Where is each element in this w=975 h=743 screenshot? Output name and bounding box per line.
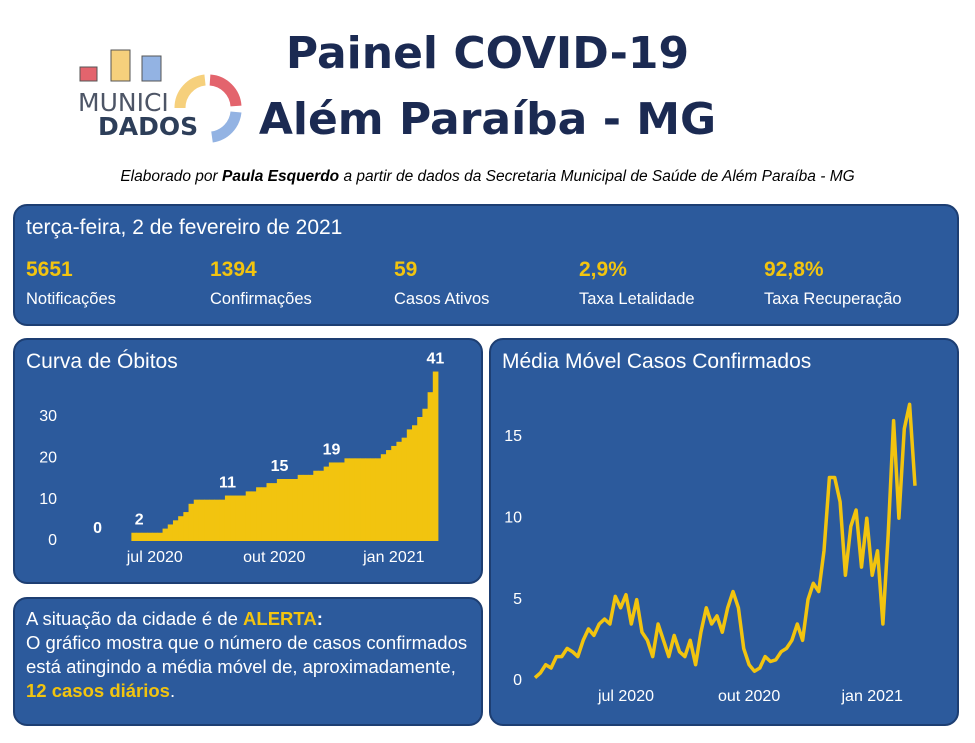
- chart-title: Curva de Óbitos: [26, 350, 178, 373]
- stat: 1394 Confirmações: [210, 258, 312, 309]
- logo: MUNICI DADOS: [78, 49, 242, 143]
- stat-label: Notificações: [26, 290, 116, 308]
- chart-title: Média Móvel Casos Confirmados: [502, 350, 812, 373]
- stat-value: 2,9%: [579, 258, 627, 281]
- stat-label: Taxa Letalidade: [579, 290, 695, 308]
- alert-text: A situação da cidade é de ALERTA: O gráfi…: [26, 607, 471, 703]
- logo-arc: [174, 74, 206, 109]
- title: Além Paraíba - MG: [258, 94, 717, 145]
- logo-square: [110, 49, 131, 82]
- alert-end: .: [169, 680, 176, 701]
- stat: 59 Casos Ativos: [394, 258, 489, 309]
- stat-value: 1394: [210, 258, 257, 281]
- alert-highlight: 12 casos diários: [26, 680, 170, 701]
- credit-author: Paula Esquerdo: [222, 168, 340, 185]
- stat-value: 59: [394, 258, 418, 281]
- alert-prefix: A situação da cidade é de: [26, 608, 244, 629]
- stat-label: Taxa Recuperação: [764, 290, 902, 308]
- stat-value: 5651: [26, 258, 73, 281]
- date: terça-feira, 2 de fevereiro de 2021: [26, 216, 343, 239]
- logo-text: MUNICI: [78, 88, 169, 117]
- stat: 92,8% Taxa Recuperação: [764, 258, 902, 309]
- logo-text: DADOS: [98, 112, 198, 141]
- deaths-panel: Curva de Óbitos: [13, 338, 483, 584]
- logo-arc: [209, 74, 242, 107]
- summary-panel: terça-feira, 2 de fevereiro de 2021 5651…: [13, 204, 959, 326]
- stat: 5651 Notificações: [26, 258, 116, 309]
- stat: 2,9% Taxa Letalidade: [579, 258, 695, 309]
- title: Painel COVID-19: [285, 28, 690, 79]
- stat-label: Confirmações: [210, 290, 312, 308]
- alert-panel: A situação da cidade é de ALERTA: O gráfi…: [13, 597, 483, 726]
- stat-label: Casos Ativos: [394, 290, 490, 308]
- credit-text: a partir de dados da Secretaria Municipa…: [339, 168, 855, 185]
- logo-arc: [210, 111, 242, 143]
- alert-status-end: :: [316, 608, 323, 629]
- cases-panel: Média Móvel Casos Confirmados: [489, 338, 959, 726]
- logo-square: [141, 55, 162, 82]
- stat-value: 92,8%: [764, 258, 824, 281]
- logo-square: [79, 66, 98, 82]
- alert-status: ALERTA: [243, 608, 317, 629]
- credit: Elaborado por Paula Esquerdo a partir de…: [0, 168, 975, 186]
- alert-body: O gráfico mostra que o número de casos c…: [26, 632, 468, 677]
- credit-text: Elaborado por: [120, 168, 222, 185]
